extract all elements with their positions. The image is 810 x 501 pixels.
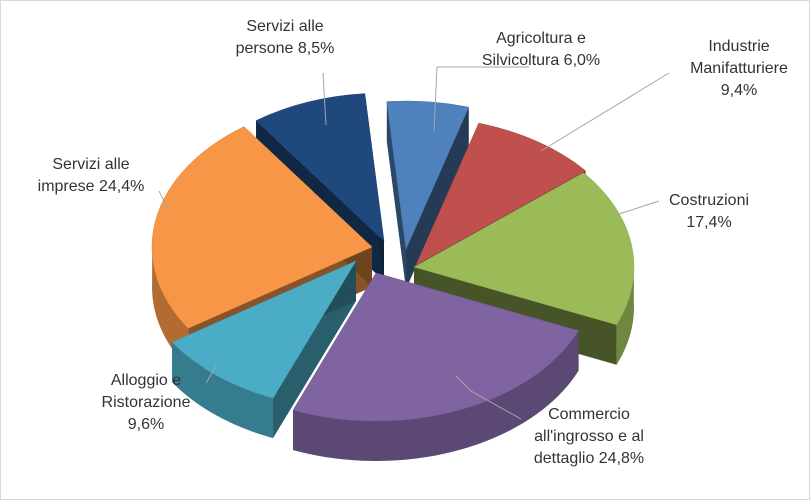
slice-alloggio-e-ristorazione (171, 260, 357, 439)
label-line: Servizi alle (52, 156, 129, 173)
label-commercio-all-ingrosso-e-al-dettaglio: Commercio all'ingrosso e al dettaglio 24,8… (534, 406, 644, 467)
label-costruzioni: Costruzioni 17,4% (669, 192, 749, 231)
label-line: dettaglio 24,8% (534, 450, 644, 467)
label-line: all'ingrosso e al (534, 428, 644, 445)
leader-line-servizi-alle-imprese (158, 190, 170, 212)
leader-line-commercio-all-ingrosso-e-al-dettaglio (455, 375, 522, 420)
slice-top (292, 272, 579, 422)
slice-commercio-all-ingrosso-e-al-dettaglio (292, 272, 579, 461)
label-line: 17,4% (686, 214, 731, 231)
slice-wall (386, 101, 406, 289)
slice-top (386, 100, 470, 250)
slice-rim (152, 242, 189, 369)
label-line: Manifatturiere (690, 60, 788, 77)
label-line: Ristorazione (102, 394, 191, 411)
slice-agricoltura-e-silvicoltura (386, 100, 470, 289)
label-line: Alloggio e (111, 372, 181, 389)
label-line: Industrie (708, 38, 769, 55)
leader-line-servizi-alle-persone (322, 72, 327, 126)
label-alloggio-e-ristorazione: Alloggio e Ristorazione 9,6% (102, 372, 191, 433)
leader-line-agricoltura-e-silvicoltura (433, 66, 529, 132)
label-servizi-alle-persone: Servizi alle persone 8,5% (236, 18, 335, 57)
slice-sides (151, 93, 635, 461)
slice-wall (406, 107, 469, 289)
slice-rim (293, 330, 579, 461)
label-line: Commercio (548, 406, 630, 423)
label-agricoltura-e-silvicoltura: Agricoltura e Silvicoltura 6,0% (482, 30, 600, 69)
label-servizi-alle-imprese: Servizi alle imprese 24,4% (38, 156, 145, 195)
slice-rim (616, 261, 634, 365)
leader-line-alloggio-e-ristorazione (205, 365, 217, 384)
leader-lines (158, 66, 670, 420)
label-line: Agricoltura e (496, 30, 586, 47)
slice-top (415, 122, 586, 266)
label-line: persone 8,5% (236, 40, 335, 57)
slice-labels: Agricoltura e Silvicoltura 6,0% Industrie M… (38, 18, 788, 467)
label-line: Servizi alle (246, 18, 323, 35)
label-line: imprese 24,4% (38, 178, 145, 195)
label-line: 9,4% (721, 82, 757, 99)
leader-line-industrie-manifatturiere (540, 72, 670, 152)
label-line: Silvicoltura 6,0% (482, 52, 600, 69)
label-line: 9,6% (128, 416, 164, 433)
label-industrie-manifatturiere: Industrie Manifatturiere 9,4% (690, 38, 788, 99)
slice-rim (172, 342, 274, 439)
slice-top (255, 93, 385, 242)
leader-line-costruzioni (612, 200, 660, 217)
label-line: Costruzioni (669, 192, 749, 209)
slice-top (171, 260, 357, 399)
slice-top (151, 126, 373, 329)
slice-top (413, 172, 635, 326)
